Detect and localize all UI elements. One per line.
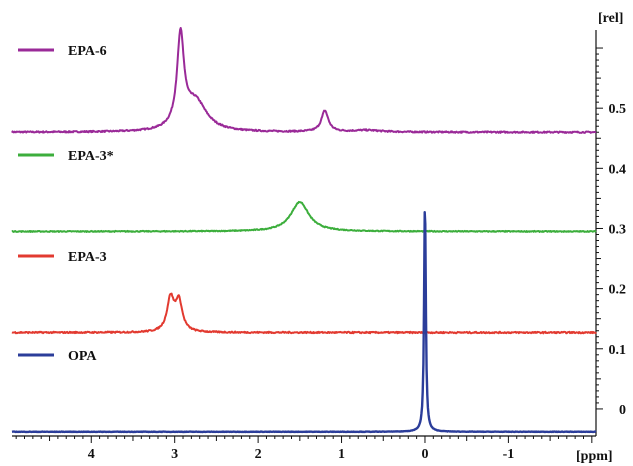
y-tick-label: 0 (619, 403, 626, 418)
series-line-epa-3 (11, 292, 597, 335)
plot-frame (12, 30, 597, 437)
series-line-epa-6 (11, 27, 597, 134)
x-unit-label: [ppm] (576, 449, 613, 464)
legend-label: EPA-6 (68, 44, 107, 59)
x-tick-label: 2 (255, 447, 262, 462)
x-tick-label: -1 (503, 447, 515, 462)
x-tick-label: 1 (338, 447, 345, 462)
series-line-epa-3- (11, 200, 597, 233)
series-layer (11, 27, 597, 434)
series-line-opa (11, 211, 597, 434)
y-unit-label: [rel] (598, 11, 623, 26)
legend-label: EPA-3 (68, 250, 107, 265)
legend-label: OPA (68, 349, 97, 364)
legend: EPA-6 EPA-3* EPA-3 OPA (18, 44, 114, 364)
y-tick-label: 0.2 (609, 283, 627, 298)
x-tick-label: 0 (421, 447, 428, 462)
legend-label: EPA-3* (68, 149, 114, 164)
x-tick-label: 4 (88, 447, 95, 462)
x-tick-label: 3 (171, 447, 178, 462)
y-tick-label: 0.1 (609, 343, 627, 358)
y-ticks: 0 0.1 0.2 0.3 0.4 0.5 (596, 47, 627, 418)
x-ticks: 4 3 2 1 0 -1 (15, 436, 593, 462)
y-tick-label: 0.4 (609, 162, 627, 177)
y-tick-label: 0.3 (609, 222, 627, 237)
y-tick-label: 0.5 (609, 102, 627, 117)
